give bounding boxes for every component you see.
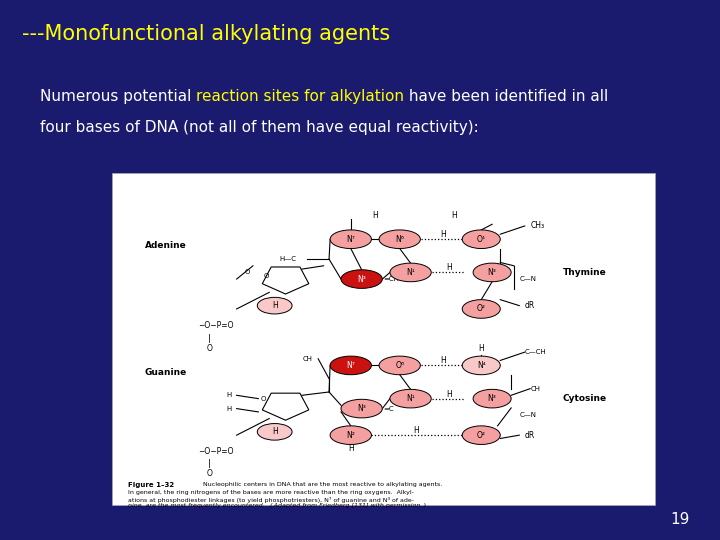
Text: O: O bbox=[264, 273, 269, 279]
Polygon shape bbox=[262, 267, 309, 294]
Text: dR: dR bbox=[525, 431, 535, 440]
Ellipse shape bbox=[473, 263, 511, 282]
Ellipse shape bbox=[330, 356, 372, 375]
Ellipse shape bbox=[390, 389, 431, 408]
Text: H: H bbox=[441, 230, 446, 239]
Text: Adenine: Adenine bbox=[145, 241, 186, 251]
Text: O²: O² bbox=[477, 431, 486, 440]
Text: have been identified in all: have been identified in all bbox=[404, 89, 608, 104]
Text: dR: dR bbox=[525, 301, 535, 310]
Ellipse shape bbox=[462, 356, 500, 375]
Ellipse shape bbox=[257, 423, 292, 440]
Text: CH: CH bbox=[302, 356, 312, 362]
Text: 19: 19 bbox=[671, 511, 690, 526]
Text: reaction sites for alkylation: reaction sites for alkylation bbox=[196, 89, 404, 104]
Text: |: | bbox=[208, 334, 211, 343]
Text: CH: CH bbox=[530, 386, 540, 392]
Text: N³: N³ bbox=[357, 274, 366, 284]
Text: Figure 1–32: Figure 1–32 bbox=[128, 482, 174, 488]
Ellipse shape bbox=[379, 230, 420, 248]
Text: H: H bbox=[446, 264, 451, 272]
Ellipse shape bbox=[462, 426, 500, 444]
Text: C—N: C—N bbox=[519, 276, 536, 282]
Text: O: O bbox=[207, 345, 212, 353]
Text: H: H bbox=[272, 427, 277, 436]
Text: four bases of DNA (not all of them have equal reactivity):: four bases of DNA (not all of them have … bbox=[40, 120, 478, 136]
Ellipse shape bbox=[341, 399, 382, 418]
Text: C—N: C—N bbox=[519, 412, 536, 418]
Text: ---Monofunctional alkylating agents: ---Monofunctional alkylating agents bbox=[22, 24, 390, 44]
Text: H: H bbox=[446, 390, 451, 399]
Text: H: H bbox=[226, 406, 231, 411]
Text: O⁴: O⁴ bbox=[477, 235, 486, 244]
Ellipse shape bbox=[330, 230, 372, 248]
Text: N³: N³ bbox=[487, 268, 497, 277]
Ellipse shape bbox=[473, 389, 511, 408]
Text: N⁷: N⁷ bbox=[346, 235, 355, 244]
Ellipse shape bbox=[462, 300, 500, 318]
Text: H: H bbox=[478, 345, 484, 353]
Text: N³: N³ bbox=[487, 394, 497, 403]
Text: H: H bbox=[226, 392, 231, 399]
Text: Numerous potential: Numerous potential bbox=[40, 89, 196, 104]
Text: nine, are the most frequently encountered.   ( Adapted from Friedberg [131] with: nine, are the most frequently encountere… bbox=[128, 503, 426, 508]
Ellipse shape bbox=[390, 263, 431, 282]
Text: N⁷: N⁷ bbox=[346, 361, 355, 370]
Ellipse shape bbox=[257, 298, 292, 314]
Text: −O−P=O: −O−P=O bbox=[199, 447, 234, 456]
Ellipse shape bbox=[379, 356, 420, 375]
Polygon shape bbox=[262, 393, 309, 420]
Text: N⁴: N⁴ bbox=[477, 361, 485, 370]
Ellipse shape bbox=[341, 270, 382, 288]
Text: In general, the ring nitrogens of the bases are more reactive than the ring oxyg: In general, the ring nitrogens of the ba… bbox=[128, 490, 414, 495]
Text: N⁶: N⁶ bbox=[395, 235, 404, 244]
Text: N¹: N¹ bbox=[406, 268, 415, 277]
Text: Thymine: Thymine bbox=[563, 268, 606, 277]
Text: H: H bbox=[413, 426, 419, 435]
Text: O: O bbox=[261, 396, 266, 402]
Text: ations at phosphodiester linkages (to yield phosphotriesters), N⁷ of guanine and: ations at phosphodiester linkages (to yi… bbox=[128, 497, 414, 503]
Text: H: H bbox=[272, 301, 277, 310]
Text: =C: =C bbox=[383, 406, 394, 411]
Text: =CH: =CH bbox=[383, 276, 400, 282]
Ellipse shape bbox=[330, 426, 372, 444]
Text: O²: O² bbox=[477, 305, 486, 313]
Text: O: O bbox=[207, 469, 212, 478]
Text: N¹: N¹ bbox=[406, 394, 415, 403]
Text: |: | bbox=[208, 459, 211, 468]
Text: H: H bbox=[372, 212, 378, 220]
Text: H: H bbox=[451, 212, 457, 220]
Text: CH₃: CH₃ bbox=[530, 221, 544, 231]
Ellipse shape bbox=[462, 230, 500, 248]
Text: H—C: H—C bbox=[279, 256, 297, 262]
Text: N²: N² bbox=[346, 431, 355, 440]
Text: O⁶: O⁶ bbox=[395, 361, 404, 370]
Text: −O−P=O: −O−P=O bbox=[199, 321, 234, 330]
Text: N³: N³ bbox=[357, 404, 366, 413]
Text: Cytosine: Cytosine bbox=[563, 394, 607, 403]
Text: H: H bbox=[348, 444, 354, 453]
Text: Guanine: Guanine bbox=[145, 368, 187, 376]
Text: O: O bbox=[245, 269, 250, 275]
FancyBboxPatch shape bbox=[112, 173, 655, 505]
Text: Nucleophilic centers in DNA that are the most reactive to alkylating agents.: Nucleophilic centers in DNA that are the… bbox=[199, 482, 442, 487]
Text: H: H bbox=[441, 356, 446, 366]
Text: C—CH: C—CH bbox=[525, 349, 546, 355]
